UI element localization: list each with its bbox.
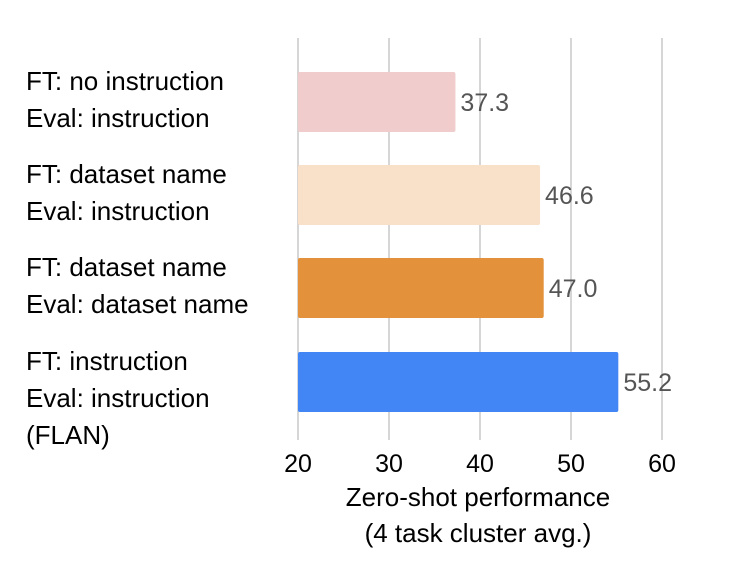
- value-label-2: 47.0: [549, 275, 598, 303]
- bar-1: [298, 165, 541, 225]
- value-label-0: 37.3: [460, 89, 509, 117]
- category-label-3-line-0: FT: instruction: [26, 346, 188, 376]
- x-tick-label-20: 20: [284, 450, 312, 478]
- x-tick-label-40: 40: [466, 450, 494, 478]
- value-label-1: 46.6: [545, 182, 594, 210]
- x-tick-label-50: 50: [557, 450, 585, 478]
- x-tick-label-60: 60: [648, 450, 676, 478]
- value-label-3: 55.2: [623, 369, 672, 397]
- x-tick-labels: 20 30 40 50 60: [284, 450, 676, 478]
- category-label-2-line-1: Eval: dataset name: [26, 289, 249, 319]
- category-label-3-line-2: (FLAN): [26, 420, 110, 450]
- x-axis-title-line-1: (4 task cluster avg.): [365, 518, 592, 548]
- category-labels: FT: no instruction Eval: instruction FT: d…: [26, 66, 249, 450]
- bar-3: [298, 352, 619, 412]
- category-label-2-line-0: FT: dataset name: [26, 252, 227, 282]
- category-label-1-line-1: Eval: instruction: [26, 196, 210, 226]
- category-label-0-line-1: Eval: instruction: [26, 103, 210, 133]
- category-label-0-line-0: FT: no instruction: [26, 66, 224, 96]
- x-axis-title-line-0: Zero-shot performance: [346, 482, 610, 512]
- x-axis-title: Zero-shot performance (4 task cluster avg…: [346, 482, 610, 548]
- x-tick-label-30: 30: [375, 450, 403, 478]
- category-label-3-line-1: Eval: instruction: [26, 383, 210, 413]
- bars: [298, 72, 619, 412]
- bar-0: [298, 72, 456, 132]
- bar-2: [298, 258, 544, 318]
- value-labels: 37.3 46.6 47.0 55.2: [460, 89, 672, 397]
- category-label-1-line-0: FT: dataset name: [26, 159, 227, 189]
